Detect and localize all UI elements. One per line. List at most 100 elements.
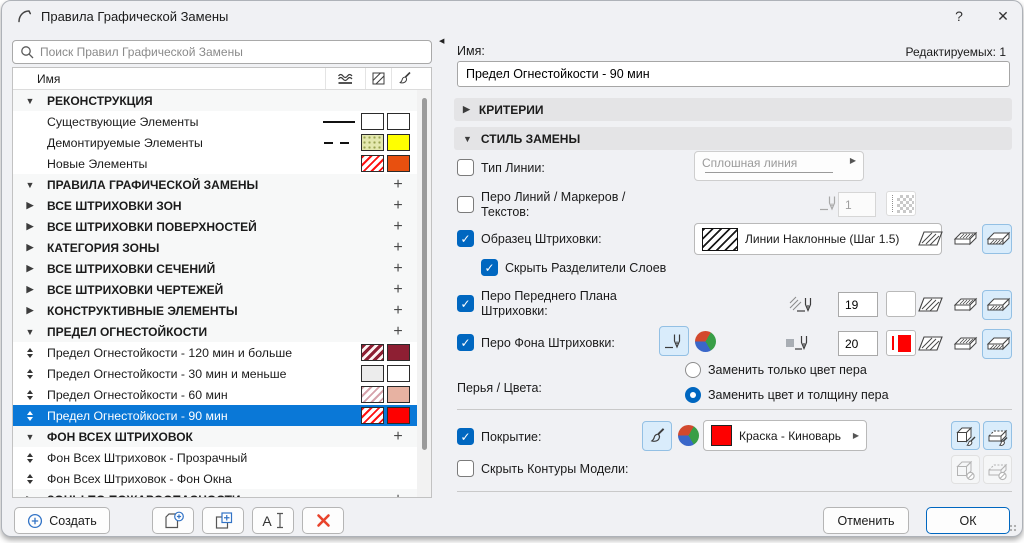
rule-row[interactable]: Фон Всех Штриховок - Прозрачный — [13, 447, 417, 468]
column-header-name[interactable]: Имя — [37, 71, 61, 86]
hide-uncut-outlines-button[interactable] — [951, 455, 980, 484]
group-row[interactable]: ▼ ПРАВИЛА ГРАФИЧЕСКОЙ ЗАМЕНЫ + — [13, 174, 417, 195]
chevron-down-icon[interactable]: ▼ — [25, 95, 35, 106]
move-icon[interactable] — [27, 410, 33, 421]
add-rule-button[interactable]: + — [393, 238, 403, 256]
hide-skin-separators-checkbox[interactable] — [481, 259, 498, 276]
fill-fg-pen-color-swatch[interactable] — [886, 291, 916, 317]
section-override-style[interactable]: ▼ СТИЛЬ ЗАМЕНЫ — [454, 127, 1012, 150]
rule-row[interactable]: Демонтируемые Элементы — [13, 132, 417, 153]
add-rule-button[interactable]: + — [393, 322, 403, 340]
line-pen-checkbox[interactable] — [457, 196, 474, 213]
hide-cut-outlines-button[interactable] — [983, 455, 1012, 484]
group-row-fire-rating[interactable]: ▼ ПРЕДЕЛ ОГНЕСТОЙКОСТИ + — [13, 321, 417, 342]
chevron-right-icon[interactable]: ▶ — [26, 305, 34, 315]
move-icon[interactable] — [27, 452, 33, 463]
group-row[interactable]: ▶ ЗОНЫ ПО ПОЖАРООПАСНОСТИ + — [13, 489, 417, 497]
rule-row[interactable]: Предел Огнестойкости - 60 мин — [13, 384, 417, 405]
surface-checkbox[interactable] — [457, 428, 474, 445]
surface-dropdown[interactable]: Краска - Киноварь ▶ — [703, 420, 867, 451]
radio-replace-color-weight[interactable] — [685, 387, 701, 403]
rule-row[interactable]: Предел Огнестойкости - 120 мин и больше — [13, 342, 417, 363]
scrollbar-track[interactable] — [417, 90, 431, 497]
pen-color-toggle-selected[interactable] — [659, 326, 689, 356]
chevron-down-icon[interactable]: ▼ — [25, 326, 35, 337]
add-rule-button[interactable]: + — [393, 280, 403, 298]
chevron-right-icon[interactable]: ▶ — [26, 221, 34, 231]
line-type-dropdown[interactable]: Сплошная линия ▶ — [694, 151, 864, 181]
drafting-fill-icon[interactable] — [917, 335, 944, 353]
fill-pattern-checkbox[interactable] — [457, 230, 474, 247]
color-wheel-icon[interactable] — [695, 331, 716, 352]
rule-name-input[interactable] — [457, 61, 1010, 87]
scrollbar-thumb[interactable] — [422, 98, 427, 450]
rule-row-selected[interactable]: Предел Огнестойкости - 90 мин — [13, 405, 417, 426]
fill-bg-pen-number-input[interactable] — [838, 331, 878, 356]
add-rule-button[interactable]: + — [393, 301, 403, 319]
fill-fg-pen-number-input[interactable] — [838, 292, 878, 317]
column-header-line-types[interactable] — [325, 68, 365, 89]
new-folder-button[interactable] — [152, 507, 194, 534]
add-rule-button[interactable]: + — [393, 259, 403, 277]
duplicate-button[interactable] — [202, 507, 244, 534]
close-icon[interactable]: ✕ — [997, 7, 1009, 24]
cover-fill-icon[interactable] — [951, 296, 978, 314]
cut-fill-button-selected[interactable] — [982, 290, 1012, 320]
line-pen-color-swatch[interactable] — [886, 191, 916, 216]
fill-pattern-dropdown[interactable]: Линии Наклонные (Шаг 1.5) ▶ — [694, 223, 942, 255]
help-button[interactable]: ? — [955, 8, 963, 24]
group-row[interactable]: ▼ ФОН ВСЕХ ШТРИХОВОК + — [13, 426, 417, 447]
fill-fg-pen-checkbox[interactable] — [457, 295, 474, 312]
chevron-down-icon[interactable]: ▼ — [25, 431, 35, 442]
rule-row[interactable]: Новые Элементы — [13, 153, 417, 174]
delete-button[interactable] — [302, 507, 344, 534]
line-pen-number-input[interactable] — [838, 192, 876, 217]
group-row-reconstruction[interactable]: ▼ РЕКОНСТРУКЦИЯ — [13, 90, 417, 111]
section-criteria[interactable]: ▶ КРИТЕРИИ — [454, 98, 1012, 121]
add-rule-button[interactable]: + — [393, 196, 403, 214]
rule-row[interactable]: Фон Всех Штриховок - Фон Окна — [13, 468, 417, 489]
surface-paint-toggle-selected[interactable] — [642, 421, 672, 451]
group-row[interactable]: ▶ КОНСТРУКТИВНЫЕ ЭЛЕМЕНТЫ + — [13, 300, 417, 321]
cut-fill-button-selected[interactable] — [982, 224, 1012, 254]
group-row[interactable]: ▶ ВСЕ ШТРИХОВКИ ЧЕРТЕЖЕЙ + — [13, 279, 417, 300]
chevron-right-icon[interactable]: ▶ — [26, 200, 34, 210]
group-row[interactable]: ▶ ВСЕ ШТРИХОВКИ СЕЧЕНИЙ + — [13, 258, 417, 279]
move-icon[interactable] — [27, 473, 33, 484]
cancel-button[interactable]: Отменить — [823, 507, 909, 534]
chevron-down-icon[interactable]: ▼ — [25, 179, 35, 190]
ok-button[interactable]: ОК — [926, 507, 1010, 534]
add-rule-button[interactable]: + — [385, 491, 411, 498]
column-header-surfaces[interactable] — [391, 68, 417, 89]
move-icon[interactable] — [27, 368, 33, 379]
drafting-fill-icon[interactable] — [917, 230, 944, 248]
line-type-checkbox[interactable] — [457, 159, 474, 176]
column-header-fills[interactable] — [365, 68, 391, 89]
rename-button[interactable]: A — [252, 507, 294, 534]
resize-grip[interactable] — [1009, 524, 1017, 532]
move-icon[interactable] — [27, 389, 33, 400]
cover-fill-icon[interactable] — [951, 230, 978, 248]
cut-fill-button-selected[interactable] — [982, 329, 1012, 359]
move-icon[interactable] — [27, 347, 33, 358]
search-input[interactable] — [40, 45, 424, 59]
fill-bg-pen-color-swatch[interactable] — [886, 330, 916, 356]
paint-cut-surfaces-button-selected[interactable] — [983, 421, 1012, 450]
group-row[interactable]: ▶ ВСЕ ШТРИХОВКИ ПОВЕРХНОСТЕЙ + — [13, 216, 417, 237]
drafting-fill-icon[interactable] — [917, 296, 944, 314]
color-wheel-icon[interactable] — [678, 425, 699, 446]
rule-row[interactable]: Существующие Элементы — [13, 111, 417, 132]
create-button[interactable]: Создать — [14, 507, 110, 534]
rule-row[interactable]: Предел Огнестойкости - 30 мин и меньше — [13, 363, 417, 384]
cover-fill-icon[interactable] — [951, 335, 978, 353]
panel-collapse-icon[interactable]: ◀ — [439, 38, 445, 45]
group-row[interactable]: ▶ КАТЕГОРИЯ ЗОНЫ + — [13, 237, 417, 258]
chevron-right-icon[interactable]: ▶ — [27, 494, 34, 497]
hide-model-outlines-checkbox[interactable] — [457, 460, 474, 477]
radio-replace-color-only[interactable] — [685, 362, 701, 378]
add-rule-button[interactable]: + — [393, 217, 403, 235]
paint-uncut-surfaces-button-selected[interactable] — [951, 421, 980, 450]
chevron-right-icon[interactable]: ▶ — [26, 284, 34, 294]
chevron-right-icon[interactable]: ▶ — [26, 263, 34, 273]
chevron-right-icon[interactable]: ▶ — [26, 242, 34, 252]
